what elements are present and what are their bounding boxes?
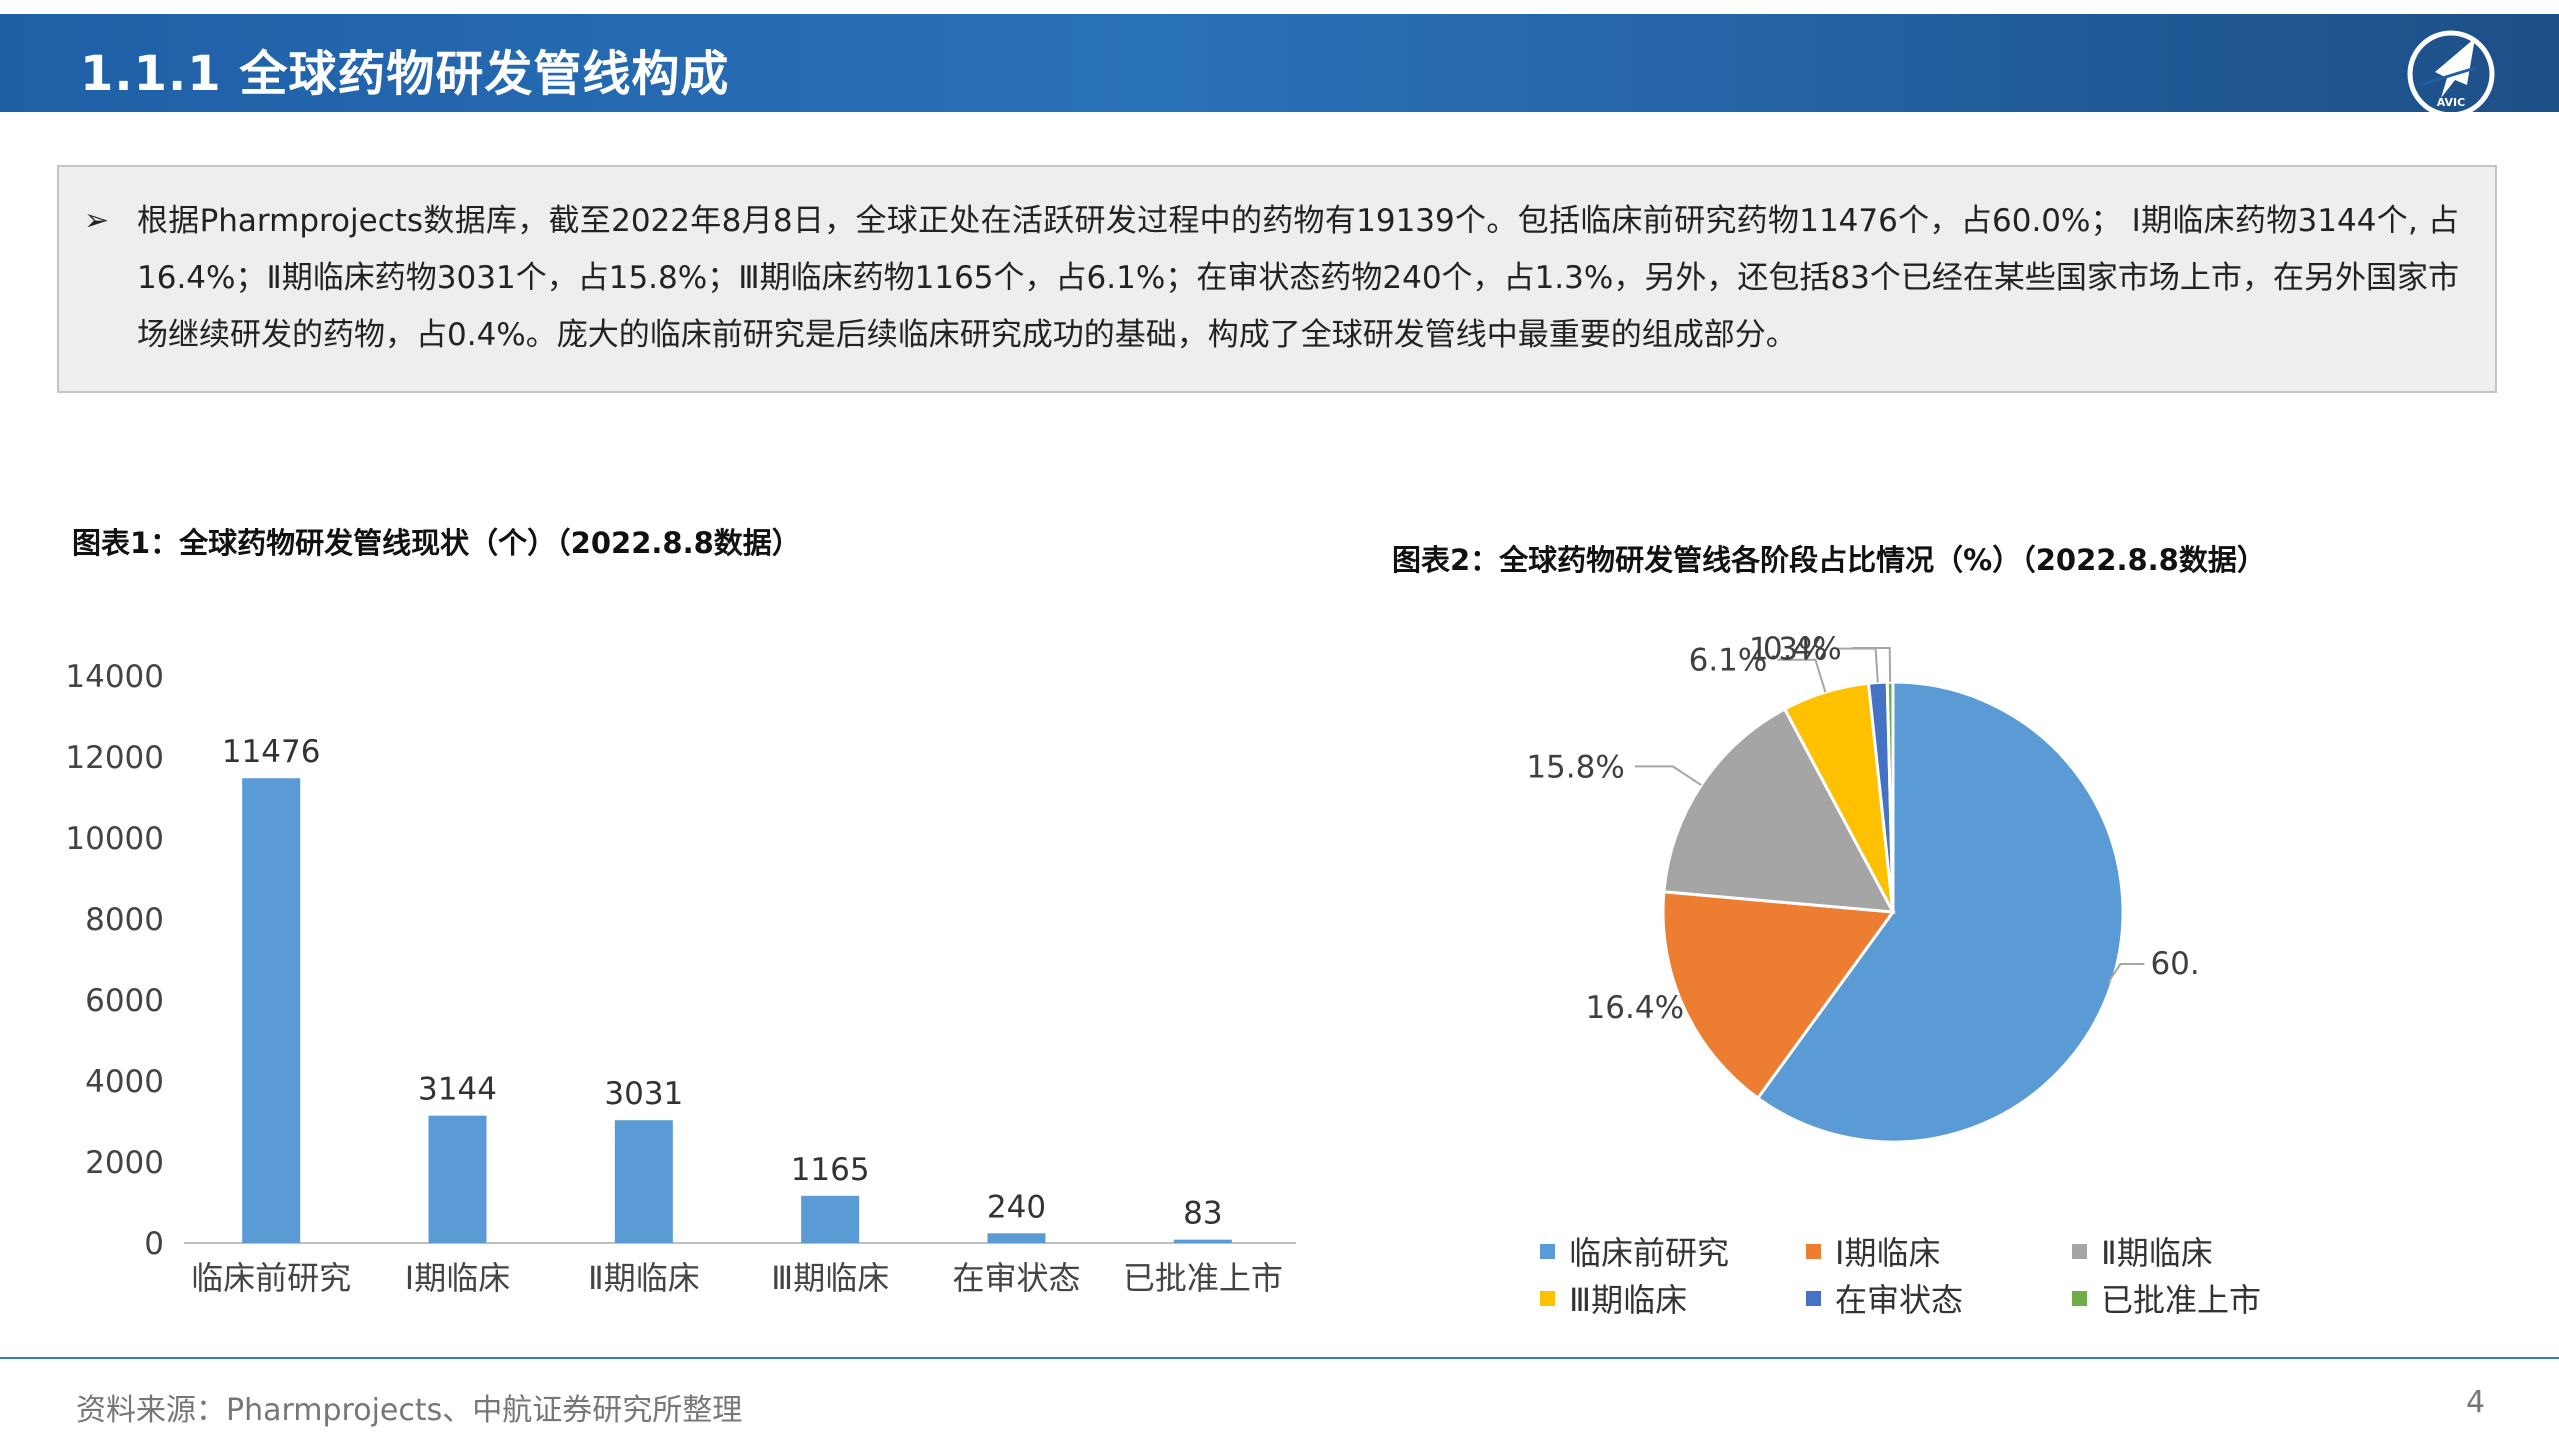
summary-box: ➢ 根据Pharmprojects数据库，截至2022年8月8日，全球正处在活跃… [57, 165, 2497, 393]
leader-line [2107, 963, 2145, 983]
footer-divider [0, 1357, 2559, 1359]
bar [428, 1115, 487, 1243]
legend-label: 已批准上市 [2101, 1281, 2262, 1319]
logo-text: AVIC [2437, 96, 2465, 109]
y-tick-label: 6000 [85, 983, 164, 1019]
y-tick-label: 2000 [85, 1145, 164, 1181]
x-tick-label: Ⅱ期临床 [588, 1259, 700, 1297]
header-bar: 1.1.1 全球药物研发管线构成 AVIC [0, 14, 2559, 118]
legend-swatch [1806, 1290, 1821, 1306]
source-note: 资料来源：Pharmprojects、中航证券研究所整理 [76, 1393, 743, 1428]
pie-slice [1755, 680, 2125, 1144]
data-label: 3031 [604, 1076, 683, 1112]
pie-chart: 60.0% 16.4% 15.8% 6.1%1.3%0.4% [1526, 631, 2200, 1144]
legend-swatch [1540, 1243, 1555, 1259]
page-title: 1.1.1 全球药物研发管线构成 [80, 46, 730, 102]
summary-text: 根据Pharmprojects数据库，截至2022年8月8日，全球正处在活跃研发… [137, 203, 2459, 353]
leader-line [1634, 765, 1702, 786]
x-tick-label: 在审状态 [952, 1259, 1080, 1297]
x-tick-label: Ⅰ期临床 [405, 1259, 510, 1297]
legend-label: 在审状态 [1835, 1281, 1964, 1319]
data-label: 1165 [791, 1152, 870, 1188]
legend-item: 在审状态 [1806, 1280, 2072, 1319]
x-tick-label: Ⅲ期临床 [771, 1259, 889, 1297]
chart2-title: 图表2：全球药物研发管线各阶段占比情况（%）（2022.8.8数据） [1392, 543, 2266, 577]
bar-chart: 0 2000 4000 6000 8000 10000 12000 14000 11476 临床前… [65, 659, 1296, 1297]
legend-label: Ⅲ期临床 [1569, 1281, 1688, 1319]
bar [614, 1120, 673, 1243]
leader-line [1777, 658, 1827, 693]
y-tick-label: 0 [144, 1226, 164, 1262]
data-label: 83 [1183, 1196, 1222, 1232]
data-label: 15.8% [1526, 749, 1624, 785]
pie-slice [1661, 890, 1896, 1101]
leader-line [1837, 647, 1879, 683]
bar [1173, 1239, 1232, 1243]
pie-slice [1662, 707, 1896, 914]
legend-swatch [1806, 1243, 1821, 1259]
legend-item: Ⅱ期临床 [2072, 1233, 2300, 1272]
data-label: 240 [987, 1189, 1046, 1225]
legend-label: Ⅰ期临床 [1835, 1234, 1941, 1272]
data-label: 3144 [418, 1072, 497, 1108]
pie-legend: 临床前研究 Ⅰ期临床 Ⅱ期临床 Ⅲ期临床 在审状态 已批准上市 [1540, 1233, 2300, 1319]
y-tick-label: 14000 [65, 659, 164, 695]
leader-line [1851, 647, 1892, 683]
x-tick-label: 临床前研究 [191, 1259, 351, 1297]
legend-swatch [2072, 1243, 2087, 1259]
chart1-title: 图表1：全球药物研发管线现状（个）（2022.8.8数据） [72, 526, 801, 560]
y-tick-label: 8000 [85, 902, 164, 938]
x-tick-label: 已批准上市 [1123, 1259, 1283, 1297]
data-label: 11476 [222, 734, 321, 770]
legend-item: 已批准上市 [2072, 1280, 2300, 1319]
bar [242, 778, 301, 1243]
page-number: 4 [2466, 1385, 2486, 1420]
data-label: 6.1% [1689, 643, 1768, 679]
legend-item: 临床前研究 [1540, 1233, 1806, 1272]
data-label: 1.3% [1749, 632, 1828, 668]
y-tick-label: 4000 [85, 1064, 164, 1100]
avic-aircraft-logo-icon: AVIC [2407, 30, 2495, 118]
legend-label: Ⅱ期临床 [2101, 1234, 2213, 1272]
legend-item: Ⅰ期临床 [1806, 1233, 2072, 1272]
pie-slice [1885, 680, 1895, 913]
legend-item: Ⅲ期临床 [1540, 1280, 1806, 1319]
y-tick-label: 12000 [65, 740, 164, 776]
legend-label: 临床前研究 [1569, 1234, 1730, 1272]
bar [801, 1195, 860, 1243]
data-label: 0.4% [1763, 631, 1842, 667]
bar [987, 1233, 1046, 1243]
data-label: 16.4% [1586, 990, 1684, 1026]
y-tick-label: 10000 [65, 821, 164, 857]
data-label: 60.0% [2150, 946, 2200, 982]
legend-swatch [1540, 1290, 1555, 1306]
legend-swatch [2072, 1290, 2087, 1306]
bullet-arrow-icon: ➢ [84, 203, 110, 238]
